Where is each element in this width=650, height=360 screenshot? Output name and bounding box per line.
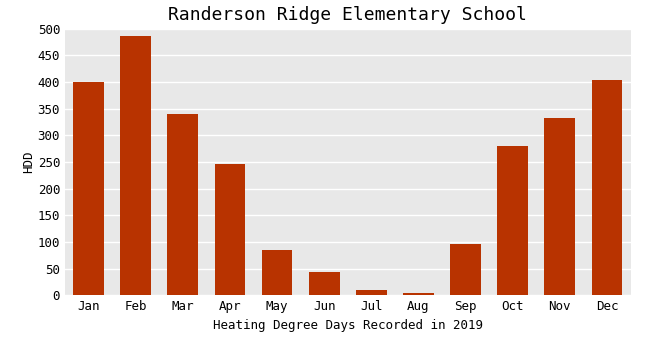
Bar (450, 243, 481, 295)
Bar (73, 82, 104, 295)
Bar (497, 146, 528, 295)
Y-axis label: HDD: HDD (22, 151, 35, 173)
Bar (309, 272, 339, 295)
X-axis label: Heating Degree Days Recorded in 2019: Heating Degree Days Recorded in 2019 (213, 319, 483, 332)
Bar (214, 164, 245, 295)
Title: Randerson Ridge Elementary School: Randerson Ridge Elementary School (168, 6, 527, 24)
Bar (403, 293, 434, 295)
Bar (120, 36, 151, 295)
Bar (356, 291, 387, 295)
Bar (545, 118, 575, 295)
Bar (592, 81, 622, 295)
Bar (262, 250, 292, 295)
Bar (168, 114, 198, 295)
